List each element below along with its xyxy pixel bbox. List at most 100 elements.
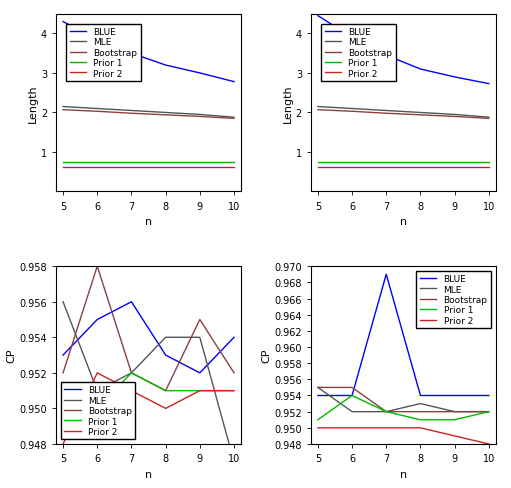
Prior 1 <box>452 160 458 165</box>
MLE <box>349 106 355 112</box>
Prior 1 <box>383 409 389 415</box>
MLE <box>349 409 355 415</box>
MLE <box>162 110 169 116</box>
Bootstrap <box>452 114 458 120</box>
Prior 1 <box>486 160 492 165</box>
Legend: BLUE, MLE, Bootstrap, Prior 1, Prior 2: BLUE, MLE, Bootstrap, Prior 1, Prior 2 <box>321 24 396 82</box>
Prior 2 <box>94 165 100 171</box>
BLUE <box>349 35 355 41</box>
Bootstrap <box>452 409 458 415</box>
Bootstrap <box>383 111 389 117</box>
BLUE <box>197 370 203 376</box>
Line: BLUE: BLUE <box>63 302 234 373</box>
Line: Bootstrap: Bootstrap <box>63 266 234 391</box>
Prior 1 <box>231 160 237 165</box>
Prior 2 <box>383 165 389 171</box>
Prior 2 <box>162 406 169 411</box>
Line: Prior 1: Prior 1 <box>318 396 489 420</box>
BLUE <box>486 393 492 399</box>
Y-axis label: CP: CP <box>262 348 271 363</box>
Prior 1 <box>383 160 389 165</box>
Prior 1 <box>197 388 203 394</box>
MLE <box>452 409 458 415</box>
Prior 2 <box>94 370 100 376</box>
Prior 2 <box>60 441 66 447</box>
BLUE <box>231 80 237 85</box>
Bootstrap <box>197 114 203 120</box>
Line: MLE: MLE <box>63 107 234 118</box>
Prior 2 <box>231 165 237 171</box>
X-axis label: n: n <box>400 217 407 226</box>
Prior 2 <box>486 441 492 447</box>
Prior 2 <box>128 165 134 171</box>
Bootstrap <box>315 107 321 113</box>
MLE <box>383 409 389 415</box>
Bootstrap <box>231 116 237 122</box>
Prior 1 <box>94 160 100 165</box>
Prior 2 <box>60 165 66 171</box>
Bootstrap <box>349 109 355 115</box>
Line: BLUE: BLUE <box>318 17 489 84</box>
Line: MLE: MLE <box>318 107 489 118</box>
BLUE <box>128 51 134 57</box>
Bootstrap <box>383 409 389 415</box>
Line: BLUE: BLUE <box>63 22 234 82</box>
MLE <box>452 112 458 118</box>
Prior 1 <box>349 160 355 165</box>
BLUE <box>417 393 424 399</box>
MLE <box>94 106 100 112</box>
MLE <box>486 409 492 415</box>
Line: Bootstrap: Bootstrap <box>318 110 489 119</box>
Bootstrap <box>60 107 66 113</box>
MLE <box>197 112 203 118</box>
Prior 1 <box>60 160 66 165</box>
Prior 2 <box>349 165 355 171</box>
MLE <box>231 115 237 121</box>
MLE <box>417 401 424 407</box>
Prior 2 <box>197 388 203 394</box>
Prior 2 <box>383 425 389 431</box>
Bootstrap <box>315 385 321 390</box>
Prior 2 <box>315 165 321 171</box>
Prior 1 <box>315 417 321 423</box>
MLE <box>486 115 492 121</box>
Prior 1 <box>162 388 169 394</box>
Bootstrap <box>417 409 424 415</box>
BLUE <box>60 20 66 25</box>
Prior 1 <box>60 424 66 429</box>
Bootstrap <box>162 388 169 394</box>
BLUE <box>128 299 134 305</box>
Legend: BLUE, MLE, Bootstrap, Prior 1, Prior 2: BLUE, MLE, Bootstrap, Prior 1, Prior 2 <box>416 271 491 328</box>
Prior 2 <box>452 433 458 439</box>
X-axis label: n: n <box>145 468 152 479</box>
Bootstrap <box>231 370 237 376</box>
Prior 2 <box>128 388 134 394</box>
MLE <box>60 104 66 110</box>
Prior 1 <box>162 160 169 165</box>
Line: Prior 2: Prior 2 <box>318 428 489 444</box>
Prior 2 <box>417 165 424 171</box>
Y-axis label: Length: Length <box>283 84 293 122</box>
Bootstrap <box>486 116 492 122</box>
MLE <box>128 108 134 114</box>
Bootstrap <box>94 109 100 115</box>
BLUE <box>197 71 203 77</box>
BLUE <box>94 317 100 323</box>
Bootstrap <box>128 111 134 117</box>
Prior 1 <box>128 370 134 376</box>
Prior 1 <box>417 160 424 165</box>
MLE <box>94 388 100 394</box>
Bootstrap <box>162 113 169 119</box>
Line: Bootstrap: Bootstrap <box>63 110 234 119</box>
BLUE <box>162 352 169 358</box>
MLE <box>315 385 321 390</box>
Prior 1 <box>128 160 134 165</box>
Bootstrap <box>349 385 355 390</box>
Y-axis label: Length: Length <box>28 84 38 122</box>
Legend: BLUE, MLE, Bootstrap, Prior 1, Prior 2: BLUE, MLE, Bootstrap, Prior 1, Prior 2 <box>61 382 135 440</box>
Y-axis label: CP: CP <box>7 348 17 363</box>
Bootstrap <box>486 409 492 415</box>
Bootstrap <box>197 317 203 323</box>
BLUE <box>315 14 321 20</box>
Prior 2 <box>417 425 424 431</box>
